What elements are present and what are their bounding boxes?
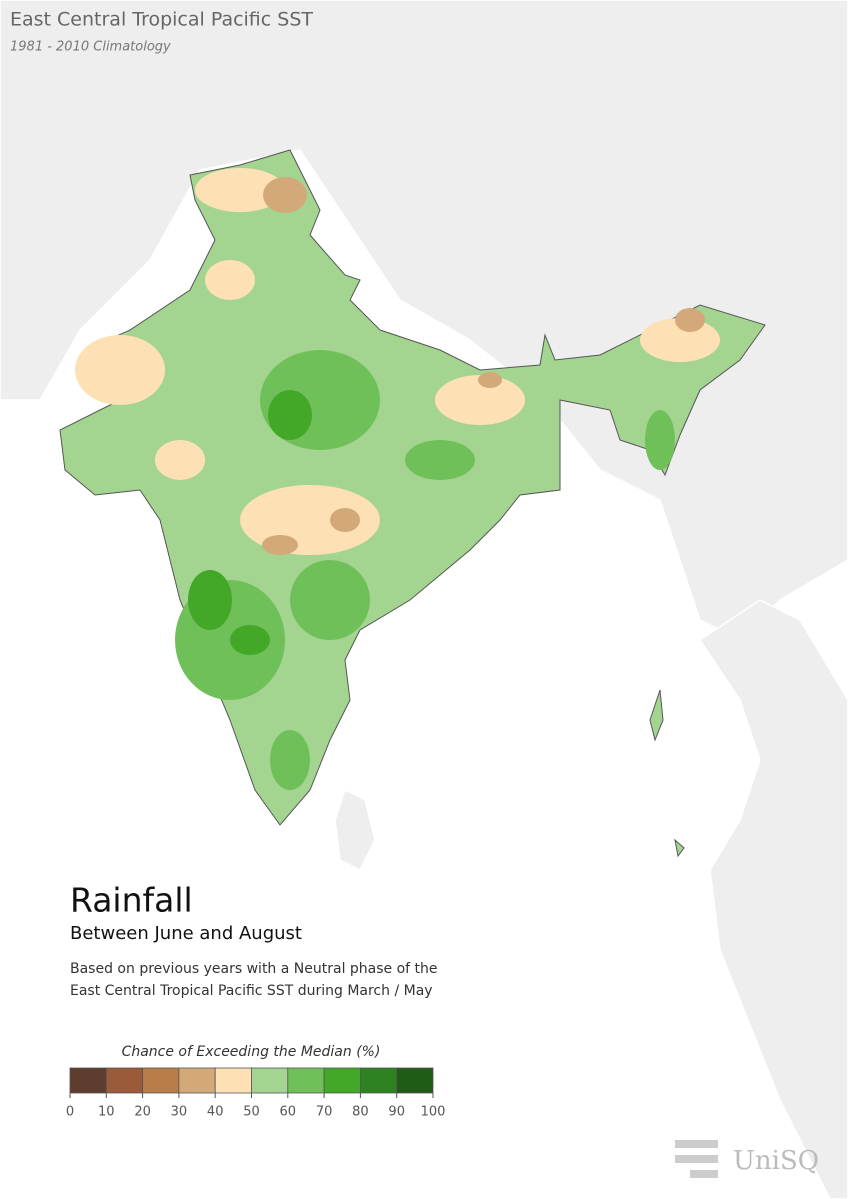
header-subtitle: 1981 - 2010 Climatology: [10, 40, 171, 55]
legend-tick-label: 50: [243, 1105, 260, 1120]
legend-swatch: [251, 1067, 289, 1094]
legend-tick-label: 60: [280, 1105, 297, 1120]
description: East Central Tropical Pacific SST during…: [70, 983, 433, 999]
legend-tick-label: 10: [98, 1105, 115, 1120]
legend-swatch: [105, 1067, 144, 1094]
legend-swatch: [287, 1067, 325, 1094]
legend: 0 10 20 30 40 50 60 70 80 90 100: [66, 1067, 446, 1120]
legend-swatch: [214, 1067, 252, 1094]
legend-tick-label: 100: [421, 1105, 446, 1120]
legend-swatch: [69, 1067, 107, 1094]
legend-tick-label: 0: [66, 1105, 74, 1120]
logo-text: UniSQ: [733, 1146, 819, 1176]
india-map: [59, 149, 766, 858]
legend-tick-label: 90: [388, 1105, 405, 1120]
header-title: East Central Tropical Pacific SST: [10, 9, 313, 31]
legend-title: Chance of Exceeding the Median (%): [122, 1044, 381, 1060]
legend-swatch: [178, 1067, 216, 1094]
legend-tick-label: 20: [134, 1105, 151, 1120]
legend-swatch: [396, 1067, 434, 1094]
logo: UniSQ: [675, 1140, 819, 1178]
legend-tick-label: 40: [207, 1105, 224, 1120]
description: Based on previous years with a Neutral p…: [70, 961, 438, 977]
legend-swatch: [359, 1067, 398, 1094]
panel-title: Rainfall: [70, 881, 193, 920]
legend-swatch: [323, 1067, 361, 1094]
legend-swatch: [142, 1067, 180, 1094]
legend-tick-label: 70: [316, 1105, 333, 1120]
legend-tick-label: 80: [352, 1105, 369, 1120]
panel-subtitle: Between June and August: [70, 923, 302, 944]
legend-tick-label: 30: [171, 1105, 188, 1120]
